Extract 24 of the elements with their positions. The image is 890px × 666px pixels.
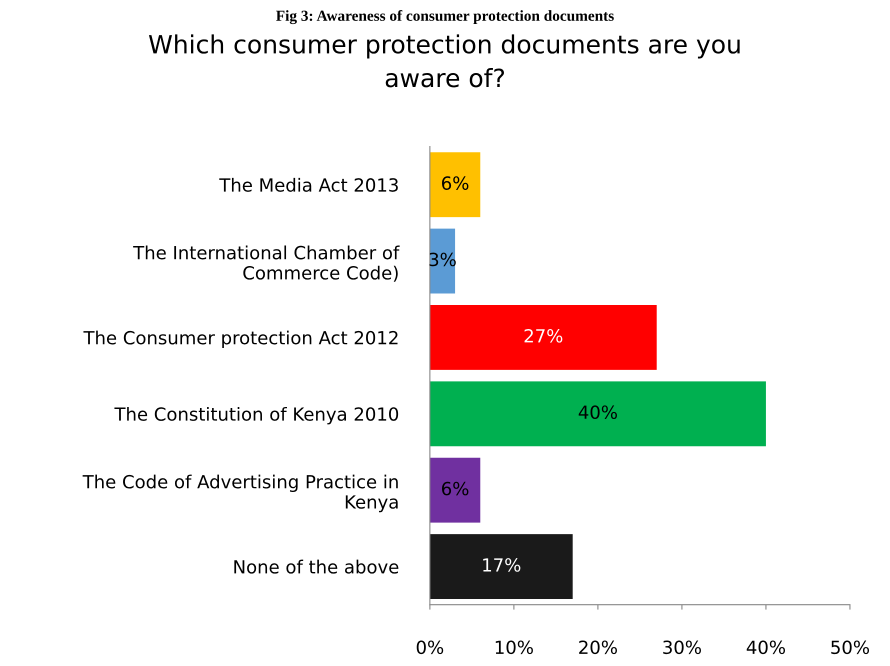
data-label: 40%: [578, 405, 617, 420]
x-tick-label: 0%: [416, 640, 444, 654]
y-tick-label: The International Chamber of Commerce Code): [133, 245, 400, 282]
x-tick-label: 10%: [496, 640, 533, 654]
y-tick-label: The Code of Advertising Practice in Kenya: [82, 474, 398, 512]
data-label: 6%: [442, 176, 468, 190]
bar: [430, 534, 573, 599]
bar: [430, 381, 766, 446]
bar: [430, 304, 657, 370]
y-tick-label: The Constitution of Kenya 2010: [114, 406, 398, 424]
x-tick-label: 20%: [579, 640, 617, 654]
bar: [430, 458, 480, 523]
caption: Fig 3: Awareness of consumer protection documents: [276, 10, 614, 24]
x-tick-label: 50%: [831, 640, 870, 654]
data-label: 17%: [483, 558, 520, 572]
y-tick-label: None of the above: [234, 560, 398, 574]
x-tick-label: 30%: [663, 640, 701, 654]
y-tick-label: The Media Act 2013: [219, 178, 398, 192]
chart-title: Which consumer protection documents are you aware of?: [148, 34, 740, 88]
bar: [430, 152, 480, 218]
data-label: 27%: [524, 329, 562, 343]
x-tick-label: 40%: [746, 640, 786, 654]
y-tick-label: The Consumer protection Act 2012: [83, 330, 398, 348]
data-label: 6%: [442, 482, 468, 496]
